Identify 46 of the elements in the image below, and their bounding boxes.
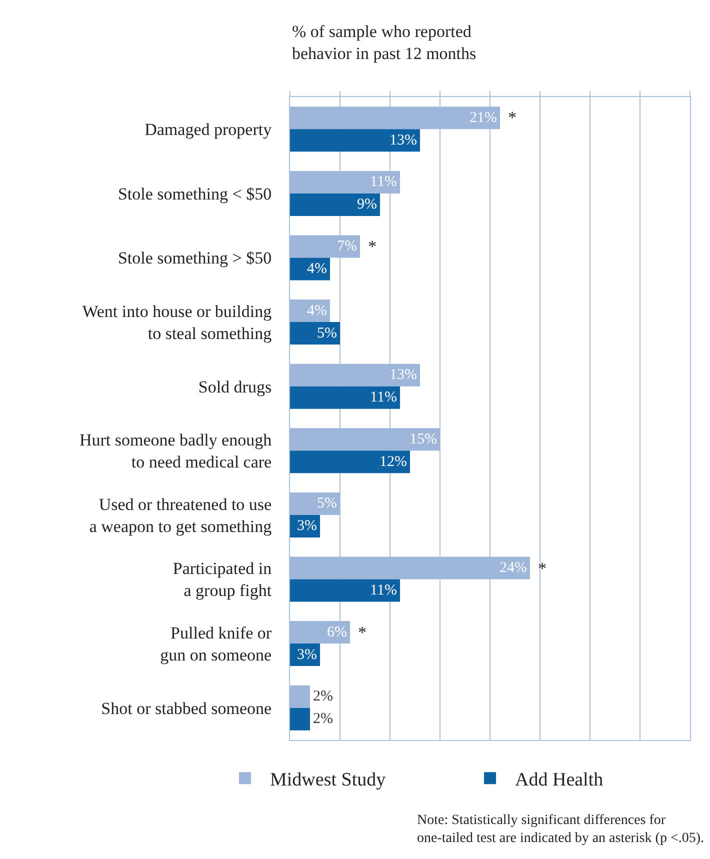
- annotation: *: [358, 623, 366, 642]
- data-label: 11%: [370, 174, 397, 190]
- data-label: 7%: [337, 238, 357, 254]
- bar: [290, 258, 330, 280]
- legend-label: Add Health: [515, 770, 604, 791]
- data-label: 12%: [380, 454, 407, 470]
- bar: [290, 129, 420, 152]
- bar: [290, 193, 380, 216]
- data-label: 2%: [313, 688, 333, 705]
- y-tick-label: Hurt someone badly enough to need medical care: [79, 430, 272, 472]
- x-axis-title: % of sample who reported behavior in past 12 months: [292, 22, 476, 64]
- data-label: 9%: [357, 196, 377, 213]
- data-label: 11%: [370, 390, 397, 406]
- y-tick-label: Damaged property: [144, 120, 272, 140]
- bar: [290, 322, 340, 345]
- data-label: 4%: [307, 302, 327, 319]
- bar: [290, 450, 410, 474]
- data-label: 21%: [470, 110, 497, 126]
- y-tick-label: Stole something < $50: [118, 184, 272, 204]
- bar: [290, 386, 400, 409]
- y-tick-label: Sold drugs: [198, 377, 272, 396]
- data-label: 13%: [390, 132, 417, 148]
- data-label: 11%: [370, 582, 397, 598]
- y-tick-label: Went into house or building to steal something: [82, 302, 272, 344]
- data-label: 3%: [297, 518, 317, 534]
- annotation: *: [538, 559, 546, 578]
- data-label: 4%: [307, 261, 327, 278]
- data-label: 5%: [317, 496, 337, 512]
- data-label: 13%: [390, 367, 417, 384]
- data-label: 2%: [313, 711, 333, 728]
- y-tick-label: Used or threatened to use a weapon to get something: [89, 494, 272, 536]
- bar: [290, 708, 310, 730]
- y-tick-label: Pulled knife or gun on someone: [160, 623, 272, 665]
- legend-label: Midwest Study: [270, 770, 386, 791]
- annotation: *: [508, 108, 516, 127]
- data-label: 15%: [410, 431, 437, 448]
- y-tick-label: Stole something > $50: [118, 248, 272, 268]
- data-label: 5%: [317, 325, 337, 342]
- data-label: 24%: [500, 560, 527, 576]
- data-label: 3%: [297, 646, 317, 663]
- annotation: *: [368, 237, 376, 256]
- bar: [290, 579, 400, 602]
- y-tick-label: Participated in a group fight: [172, 559, 272, 600]
- text: Note: Statistically significant differences for one-tailed test are indicated by an asterisk (p <.05).: [417, 813, 704, 846]
- y-tick-label: Shot or stabbed someone: [101, 698, 272, 718]
- data-label: 6%: [327, 624, 347, 640]
